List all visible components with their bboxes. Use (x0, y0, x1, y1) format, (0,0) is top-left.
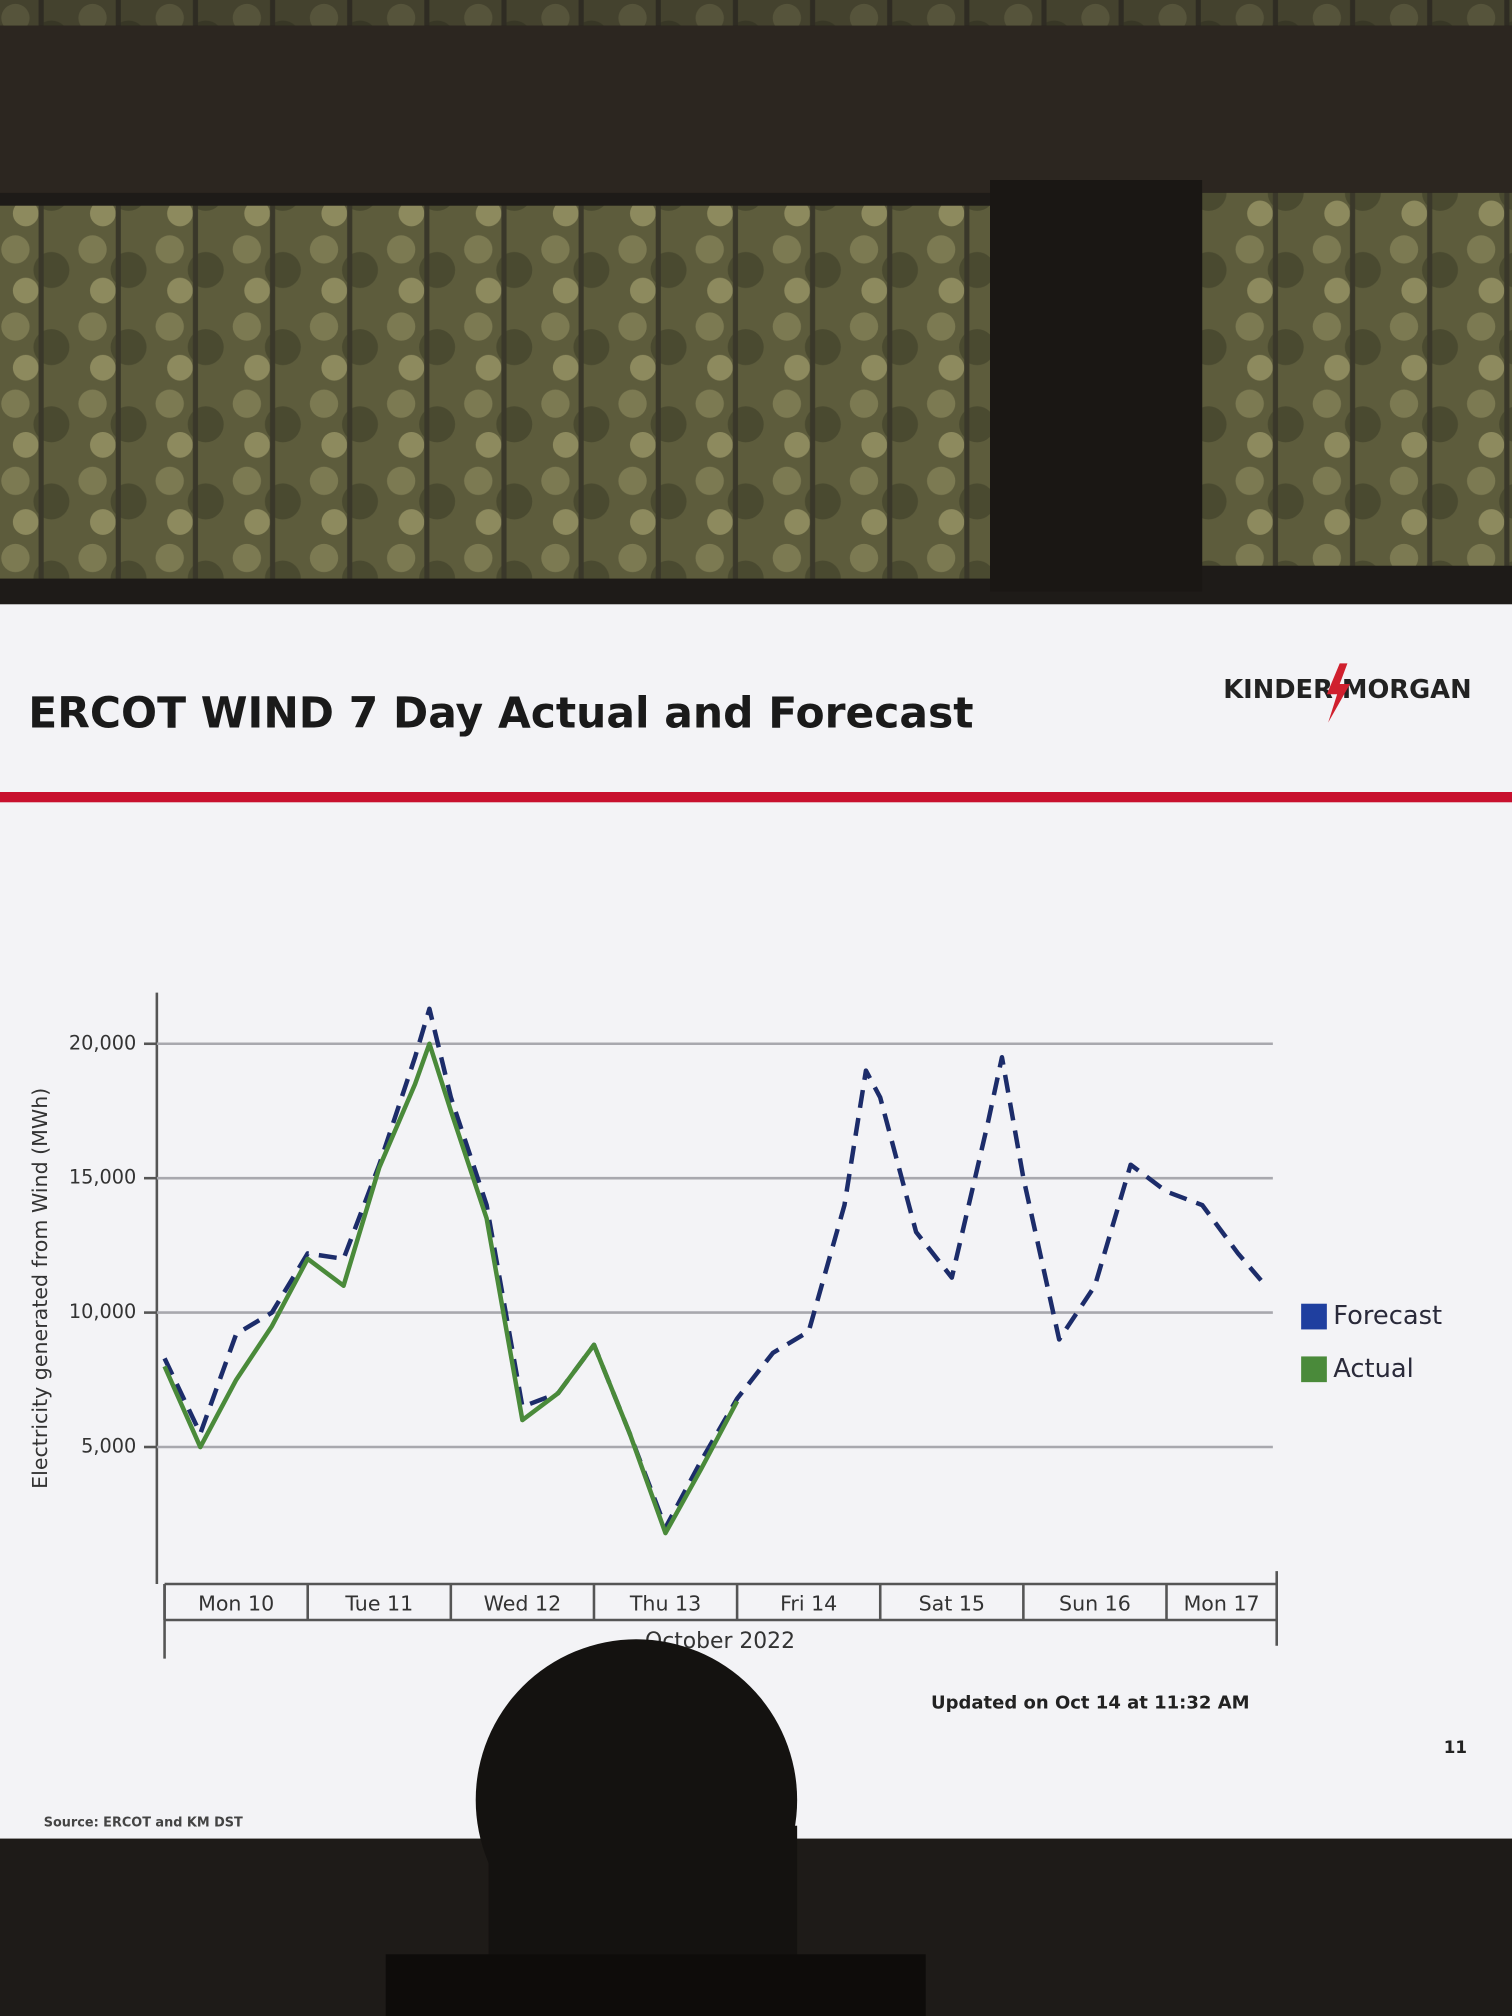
title-rule (0, 792, 1512, 803)
legend-swatch (1301, 1356, 1327, 1383)
window-right (1202, 192, 1512, 566)
legend-label: Forecast (1333, 1301, 1442, 1331)
annotation: Updated on Oct 14 at 11:32 AM (931, 1693, 1250, 1714)
logo: KINDER MORGAN (1223, 675, 1471, 705)
x-tick-label: Tue 11 (344, 1592, 413, 1616)
x-tick-label: Sat 15 (919, 1592, 985, 1616)
series-line (162, 1041, 740, 1536)
page-number: 11 (1444, 1737, 1467, 1757)
window-mullion (990, 180, 1203, 592)
series-line (162, 1006, 1263, 1530)
y-tick-label: 15,000 (69, 1166, 136, 1189)
window-frame (0, 25, 1512, 193)
logo-bolt (1326, 663, 1350, 723)
slide-title: ERCOT WIND 7 Day Actual and Forecast (28, 690, 973, 739)
silhouette (385, 1639, 926, 2016)
source: Source: ERCOT and KM DST (44, 1816, 243, 1831)
x-tick-label: Mon 17 (1184, 1592, 1260, 1616)
y-tick-label: 20,000 (69, 1031, 136, 1054)
x-tick-label: Thu 13 (629, 1592, 701, 1616)
x-tick-label: Wed 12 (484, 1592, 562, 1616)
x-tick-label: Fri 14 (780, 1592, 837, 1616)
x-tick-label: Mon 10 (198, 1592, 274, 1616)
x-tick-label: Sun 16 (1059, 1592, 1131, 1616)
y-tick-label: 5,000 (81, 1435, 136, 1458)
window-top (0, 0, 1512, 26)
y-axis-label: Electricity generated from Wind (MWh) (28, 1088, 52, 1489)
plot: 5,000 10,000 15,000 20,000 Mon 10 Tue 11 Wed 1… (69, 1006, 1442, 1622)
legend-label: Actual (1333, 1354, 1414, 1384)
y-tick-label: 10,000 (69, 1300, 136, 1323)
slide (0, 604, 1512, 1839)
legend-swatch (1301, 1303, 1327, 1330)
window-left (0, 205, 990, 579)
